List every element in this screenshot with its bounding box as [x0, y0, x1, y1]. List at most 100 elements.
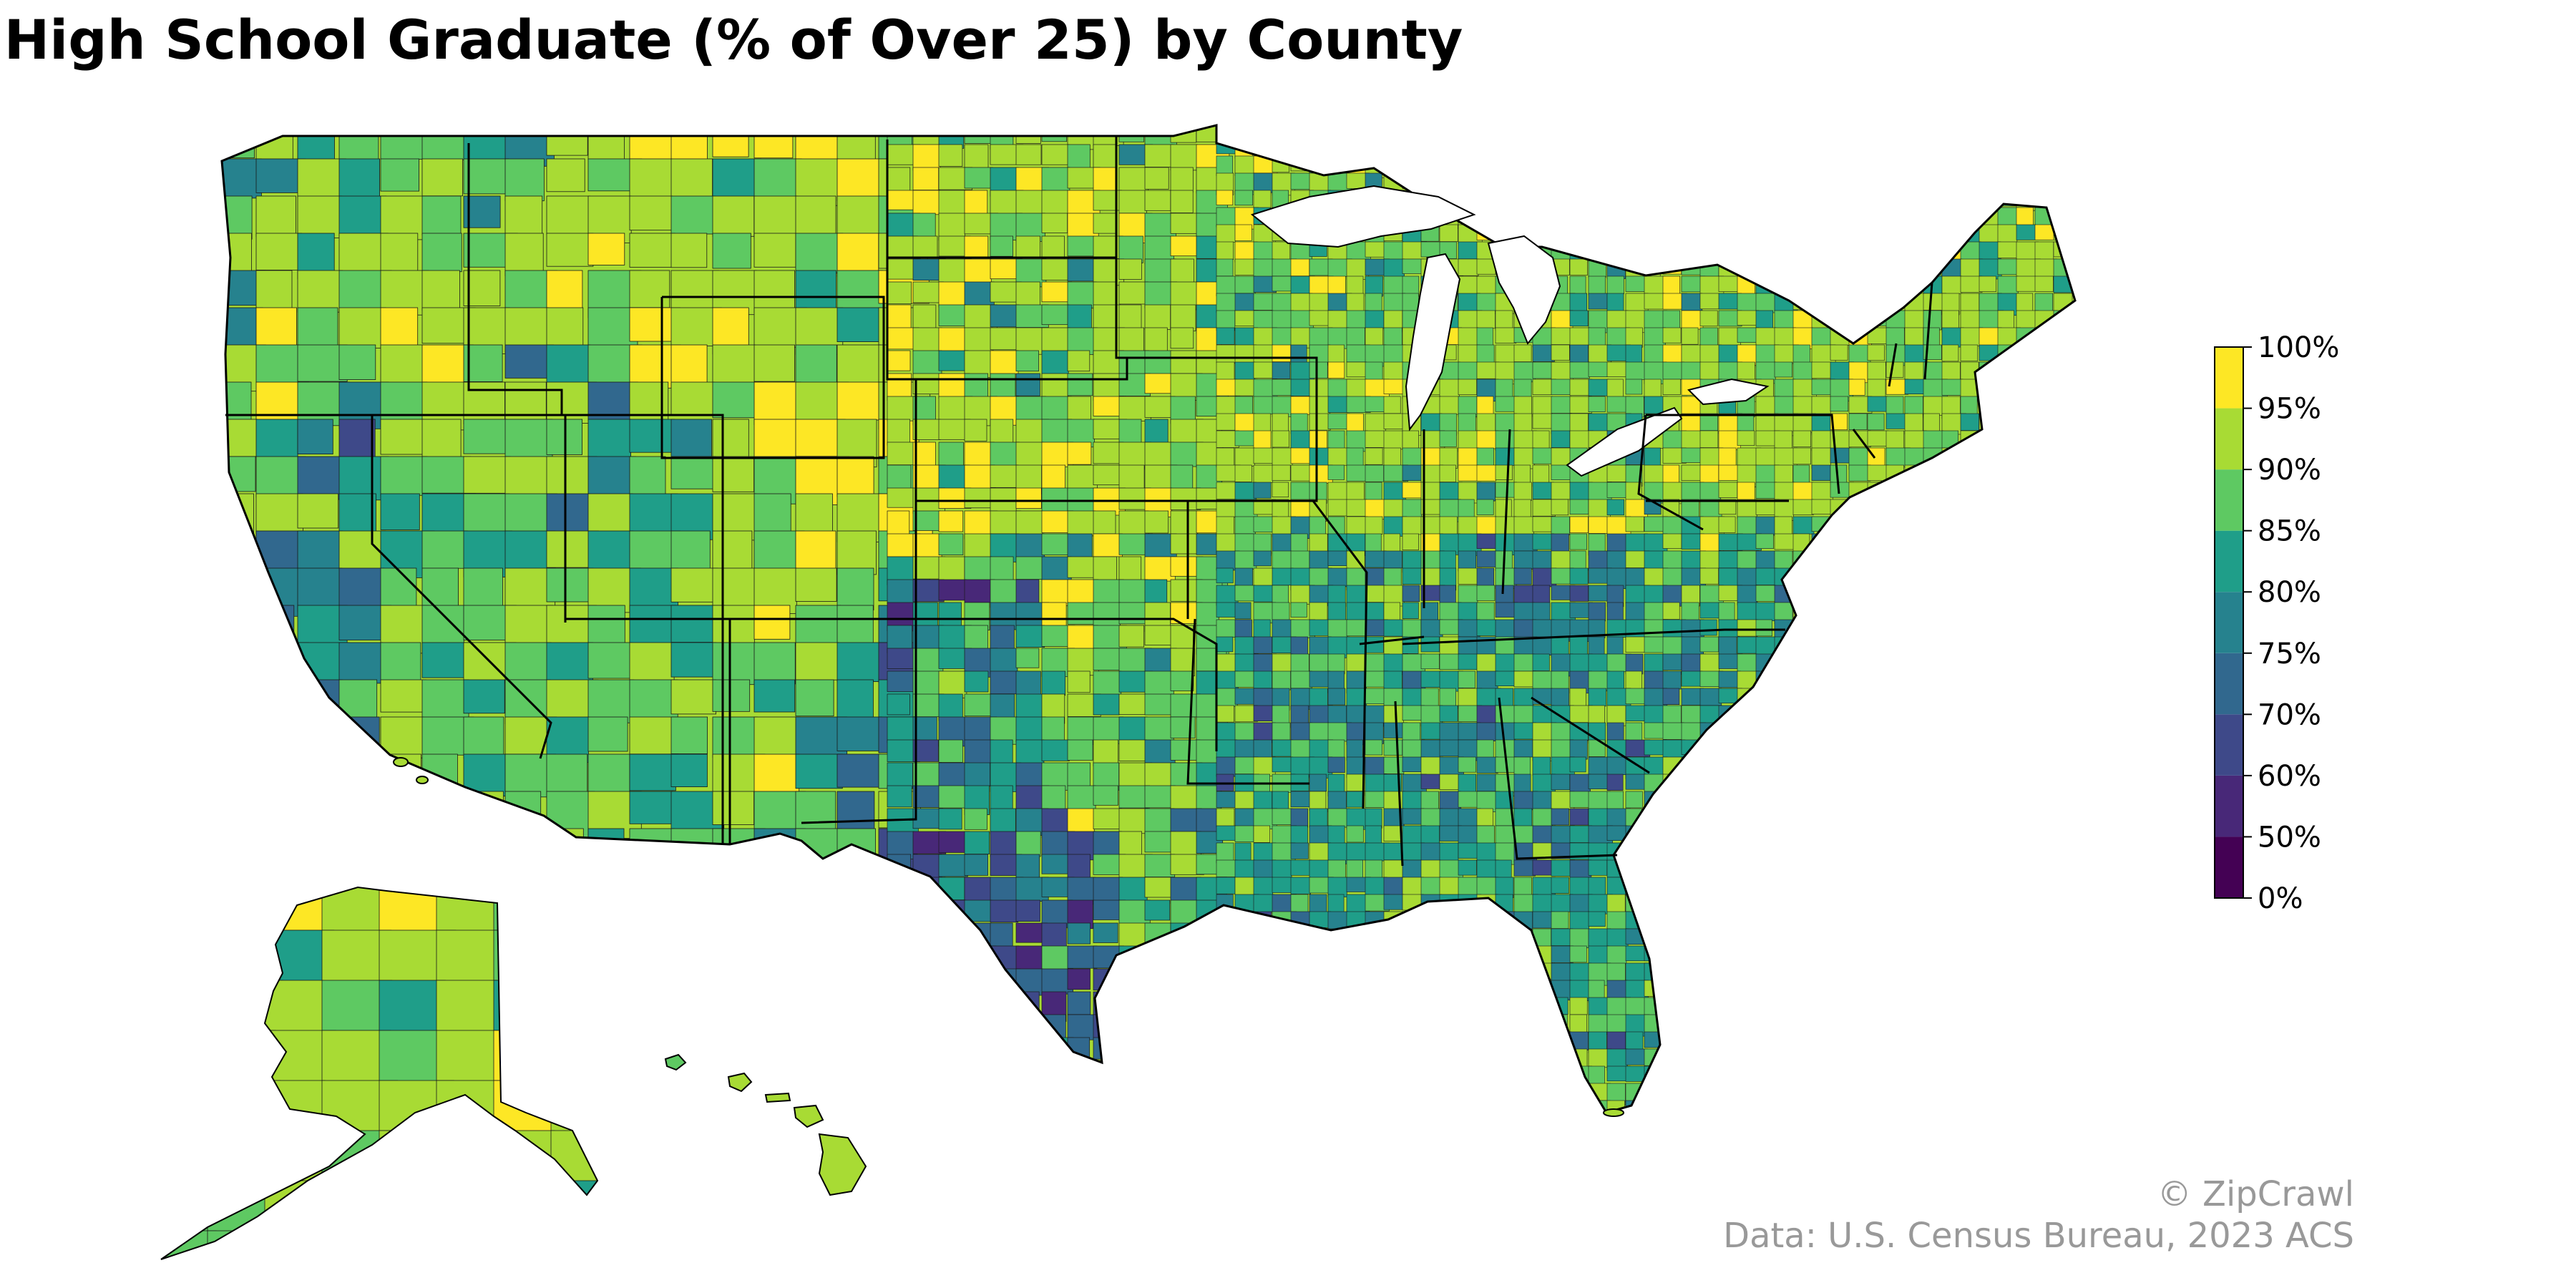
- county-cell: [1144, 327, 1168, 353]
- county-cell: [1997, 911, 2019, 928]
- county-cell: [2072, 361, 2075, 378]
- county-cell: [938, 1106, 972, 1113]
- county-cell: [1867, 430, 1889, 447]
- county-cell: [1830, 859, 1853, 879]
- county-cell: [1737, 327, 1760, 343]
- county-cell: [1476, 808, 1493, 826]
- county-cell: [1625, 688, 1646, 705]
- county-cell: [1216, 516, 1234, 537]
- county-cell: [2053, 619, 2075, 640]
- county-cell: [1941, 705, 1959, 726]
- borough-cell: [493, 1030, 553, 1094]
- county-cell: [1513, 344, 1532, 362]
- county-cell: [1830, 1031, 1855, 1053]
- borough-cell: [161, 887, 214, 940]
- county-cell: [1848, 859, 1869, 875]
- county-cell: [1997, 653, 2021, 670]
- county-cell: [1458, 155, 1480, 174]
- county-cell: [1196, 991, 1219, 1012]
- county-cell: [1644, 1118, 1662, 1136]
- county-cell: [2072, 842, 2075, 863]
- county-cell: [938, 213, 965, 241]
- county-cell: [1196, 125, 1222, 142]
- county-cell: [1532, 1100, 1550, 1113]
- county-cell: [1421, 1118, 1442, 1137]
- county-cell: [1960, 980, 1982, 1003]
- county-cell: [1756, 1118, 1777, 1138]
- county-cell: [1513, 962, 1535, 982]
- county-cell: [1979, 705, 1997, 725]
- county-cell: [1290, 533, 1308, 555]
- county-cell: [1811, 602, 1833, 621]
- county-cell: [1551, 1048, 1574, 1067]
- county-cell: [1848, 567, 1866, 590]
- county-cell: [1420, 911, 1445, 928]
- county-cell: [836, 791, 875, 834]
- county-cell: [912, 235, 938, 258]
- county-cell: [1067, 602, 1098, 625]
- county-cell: [2072, 756, 2075, 776]
- county-cell: [1979, 739, 2003, 756]
- county-cell: [1904, 567, 1925, 585]
- county-cell: [1867, 344, 1885, 361]
- county-cell: [1811, 1031, 1831, 1053]
- county-cell: [1234, 997, 1254, 1013]
- county-cell: [1532, 224, 1556, 243]
- county-cell: [1904, 155, 1926, 179]
- county-cell: [964, 968, 996, 994]
- county-cell: [1737, 877, 1755, 897]
- county-cell: [255, 419, 298, 457]
- county-cell: [1774, 464, 1793, 484]
- county-cell: [912, 808, 944, 829]
- county-cell: [1811, 482, 1834, 502]
- county-cell: [2016, 808, 2035, 828]
- county-cell: [1904, 842, 1928, 862]
- county-cell: [1755, 962, 1778, 982]
- county-cell: [1792, 533, 1810, 552]
- county-cell: [1867, 550, 1886, 570]
- county-cell: [1402, 482, 1423, 499]
- county-cell: [2034, 670, 2059, 687]
- county-cell: [1216, 125, 1235, 142]
- county-cell: [1272, 125, 1294, 142]
- county-cell: [1551, 1100, 1574, 1113]
- county-cell: [1041, 327, 1070, 354]
- county-cell: [1774, 172, 1792, 192]
- county-cell: [1699, 1048, 1719, 1065]
- county-cell: [1513, 138, 1532, 161]
- county-cell: [1118, 1106, 1146, 1113]
- county-cell: [1253, 756, 1276, 777]
- county-cell: [1458, 275, 1479, 296]
- county-cell: [1775, 1118, 1796, 1133]
- county-cell: [1662, 379, 1681, 395]
- county-cell: [1737, 756, 1760, 778]
- county-cell: [836, 679, 874, 720]
- county-cell: [1792, 670, 1815, 693]
- county-cell: [912, 785, 940, 808]
- county-cell: [1346, 688, 1367, 707]
- county-cell: [1830, 138, 1852, 155]
- county-cell: [1476, 928, 1497, 945]
- county-cell: [1960, 774, 1985, 790]
- county-cell: [1476, 310, 1496, 329]
- county-cell: [1365, 962, 1383, 981]
- county-cell: [297, 716, 340, 763]
- county-cell: [1093, 1060, 1120, 1081]
- county-cell: [587, 716, 628, 752]
- county-cell: [1309, 928, 1329, 949]
- county-cell: [1588, 275, 1606, 296]
- county-cell: [990, 1014, 1015, 1042]
- county-cell: [1830, 619, 1850, 635]
- county-cell: [1737, 791, 1759, 811]
- county-cell: [1327, 739, 1345, 758]
- county-cell: [1904, 962, 1922, 982]
- county-cell: [1681, 464, 1701, 482]
- county-cell: [1904, 207, 1923, 228]
- county-cell: [1569, 125, 1589, 140]
- county-cell: [1923, 125, 1948, 145]
- county-cell: [1144, 190, 1171, 211]
- county-cell: [1625, 670, 1642, 691]
- county-cell: [1979, 585, 2001, 602]
- county-cell: [255, 233, 303, 270]
- county-cell: [1476, 911, 1496, 932]
